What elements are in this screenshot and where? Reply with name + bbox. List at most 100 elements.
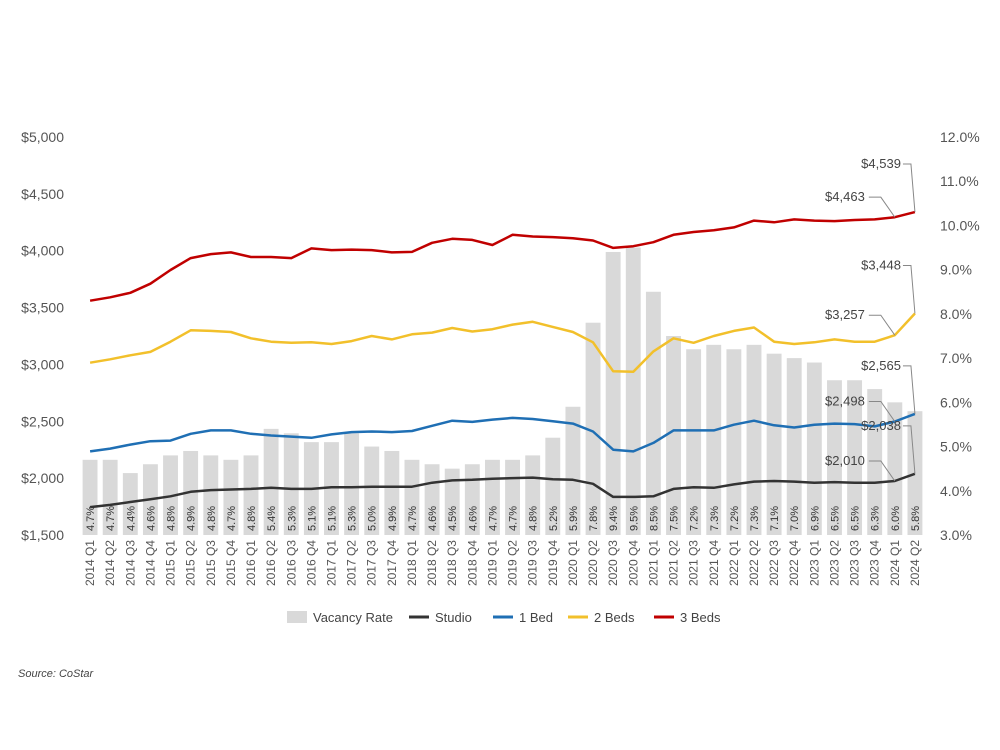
- vacancy-bar: [746, 344, 762, 535]
- x-axis-tick: 2021 Q2: [667, 540, 681, 586]
- right-axis-tick: 5.0%: [940, 439, 972, 455]
- x-axis-tick: 2022 Q1: [727, 540, 741, 586]
- vacancy-bar-label: 5.4%: [266, 506, 278, 531]
- vacancy-bar-label: 7.2%: [689, 506, 701, 531]
- callout-label: $2,498: [825, 394, 865, 409]
- vacancy-bar-label: 4.9%: [186, 506, 198, 531]
- vacancy-bar-label: 9.5%: [628, 506, 640, 531]
- vacancy-bar-label: 4.6%: [427, 506, 439, 531]
- x-axis-tick: 2023 Q2: [827, 540, 841, 586]
- x-axis-tick: 2021 Q3: [687, 540, 701, 586]
- x-axis-tick: 2016 Q3: [284, 540, 298, 586]
- x-axis-tick: 2021 Q1: [646, 540, 660, 586]
- vacancy-bar-label: 7.8%: [588, 506, 600, 531]
- callout-leader: [868, 196, 896, 218]
- vacancy-bar-label: 7.3%: [709, 506, 721, 531]
- x-axis-tick: 2014 Q4: [143, 540, 157, 586]
- right-axis-tick: 8.0%: [940, 306, 972, 322]
- line-1-bed: [89, 412, 916, 453]
- legend-label: Studio: [435, 610, 472, 625]
- legend-swatch-vacancy-rate: [287, 611, 307, 623]
- left-axis-tick: $3,000: [21, 356, 64, 372]
- line-studio: [89, 472, 916, 509]
- right-axis-tick: 4.0%: [940, 483, 972, 499]
- vacancy-bar-label: 4.8%: [206, 506, 218, 531]
- vacancy-bar: [102, 459, 118, 535]
- x-axis-tick: 2019 Q2: [506, 540, 520, 586]
- vacancy-bar-label: 6.5%: [829, 506, 841, 531]
- vacancy-bar: [645, 291, 661, 535]
- vacancy-bar-label: 4.8%: [166, 506, 178, 531]
- vacancy-bar-label: 5.0%: [367, 506, 379, 531]
- x-axis-tick: 2020 Q2: [586, 540, 600, 586]
- vacancy-bar: [263, 428, 279, 535]
- x-axis-tick: 2014 Q1: [83, 540, 97, 586]
- vacancy-bar-label: 7.5%: [669, 506, 681, 531]
- vacancy-bar: [404, 459, 420, 535]
- x-axis-tick: 2018 Q3: [445, 540, 459, 586]
- x-axis-tick: 2022 Q2: [747, 540, 761, 586]
- x-axis-tick: 2016 Q4: [304, 540, 318, 586]
- legend-label: 1 Bed: [519, 610, 553, 625]
- vacancy-bar-label: 5.2%: [548, 506, 560, 531]
- source-note: Source: CoStar: [18, 668, 94, 680]
- left-axis-tick: $2,500: [21, 413, 64, 429]
- x-axis-tick: 2018 Q1: [405, 540, 419, 586]
- x-axis-tick: 2014 Q2: [103, 540, 117, 586]
- x-axis-tick: 2017 Q2: [345, 540, 359, 586]
- vacancy-bar-label: 7.2%: [729, 506, 741, 531]
- vacancy-bar-label: 4.4%: [125, 506, 137, 531]
- x-axis-tick: 2017 Q3: [365, 540, 379, 586]
- vacancy-bar-label: 4.5%: [447, 506, 459, 531]
- vacancy-bar: [565, 406, 581, 535]
- vacancy-bar-label: 6.5%: [850, 506, 862, 531]
- x-axis-tick: 2015 Q3: [204, 540, 218, 586]
- vacancy-bar-label: 4.8%: [246, 506, 258, 531]
- vacancy-bar-label: 5.3%: [347, 506, 359, 531]
- x-axis-tick: 2023 Q1: [807, 540, 821, 586]
- vacancy-bar: [223, 459, 239, 535]
- left-axis-tick: $4,500: [21, 186, 64, 202]
- vacancy-bar: [283, 433, 299, 535]
- vacancy-bar: [364, 446, 380, 535]
- right-axis-tick: 6.0%: [940, 394, 972, 410]
- left-axis-tick: $3,500: [21, 300, 64, 316]
- vacancy-bar-label: 5.1%: [306, 506, 318, 531]
- x-axis-tick: 2024 Q1: [888, 540, 902, 586]
- vacancy-bar-label: 7.1%: [769, 506, 781, 531]
- vacancy-bar: [444, 468, 460, 535]
- vacancy-bar: [766, 353, 782, 535]
- vacancy-bar-label: 9.4%: [608, 506, 620, 531]
- x-axis-tick: 2023 Q3: [848, 540, 862, 586]
- right-axis-tick: 11.0%: [940, 173, 979, 189]
- x-axis-tick: 2020 Q1: [566, 540, 580, 586]
- vacancy-bar: [344, 433, 360, 535]
- vacancy-bar: [545, 437, 561, 535]
- x-axis-tick: 2016 Q1: [244, 540, 258, 586]
- x-axis-tick: 2021 Q4: [707, 540, 721, 586]
- x-axis-tick: 2019 Q1: [485, 540, 499, 586]
- right-axis-tick: 3.0%: [940, 527, 972, 543]
- x-axis-tick: 2015 Q2: [184, 540, 198, 586]
- vacancy-bar-label: 4.7%: [226, 506, 238, 531]
- x-axis-tick: 2017 Q1: [324, 540, 338, 586]
- vacancy-bar-label: 5.1%: [326, 506, 338, 531]
- callout-leader: [902, 163, 916, 213]
- x-axis-tick: 2016 Q2: [264, 540, 278, 586]
- callout-label: $4,539: [861, 156, 901, 171]
- vacancy-bar: [605, 251, 621, 535]
- vacancy-bar: [324, 442, 339, 535]
- rent-lines: [89, 210, 916, 509]
- vacancy-bar: [827, 380, 842, 535]
- callout-leader: [868, 401, 896, 422]
- x-axis-tick: 2020 Q4: [626, 540, 640, 586]
- vacancy-bar: [384, 450, 400, 535]
- vacancy-bars: [82, 247, 923, 536]
- callout-leader: [868, 314, 896, 336]
- vacancy-bar: [82, 459, 98, 535]
- x-axis-tick: 2018 Q4: [465, 540, 479, 586]
- vacancy-bar: [525, 455, 541, 535]
- callout-label: $3,448: [861, 257, 901, 272]
- callout-leader: [902, 264, 916, 314]
